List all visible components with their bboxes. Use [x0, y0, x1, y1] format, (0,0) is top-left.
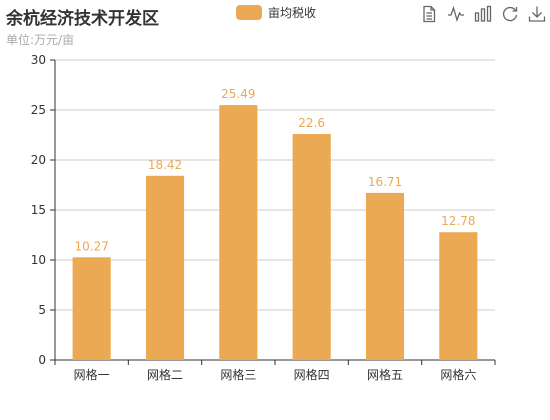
bar[interactable]: [365, 192, 405, 360]
legend-label: 亩均税收: [268, 5, 317, 20]
bar-value-label: 12.78: [441, 214, 475, 228]
bar[interactable]: [145, 175, 185, 360]
download-icon[interactable]: [528, 5, 546, 23]
y-tick-label: 5: [38, 303, 46, 317]
y-tick-label: 30: [31, 53, 46, 67]
x-tick-label: 网格四: [294, 367, 330, 382]
x-tick-label: 网格一: [74, 367, 110, 382]
y-tick-label: 0: [38, 353, 46, 367]
data-view-icon[interactable]: [420, 5, 438, 23]
bar-value-label: 18.42: [148, 158, 182, 172]
bar[interactable]: [72, 257, 111, 360]
bar-value-label: 22.6: [298, 116, 325, 130]
legend-item[interactable]: 亩均税收: [236, 3, 316, 21]
toolbox: [420, 5, 546, 23]
bar-chart-icon[interactable]: [474, 5, 492, 23]
x-tick-label: 网格二: [147, 367, 183, 382]
line-chart-icon[interactable]: [447, 5, 465, 23]
restore-icon[interactable]: [501, 5, 519, 23]
chart-subtitle: 单位:万元/亩: [6, 33, 75, 47]
y-tick-label: 15: [31, 203, 46, 217]
legend-swatch: [236, 4, 262, 20]
chart-title: 余杭经济技术开发区: [6, 9, 159, 29]
bar-value-label: 10.27: [74, 239, 108, 253]
x-tick-label: 网格三: [220, 367, 256, 382]
y-tick-label: 10: [31, 253, 46, 267]
bar[interactable]: [439, 232, 478, 360]
bar[interactable]: [292, 134, 331, 360]
x-tick-label: 网格六: [440, 367, 476, 382]
x-tick-label: 网格五: [367, 367, 403, 382]
bar-value-label: 25.49: [221, 87, 255, 101]
bar[interactable]: [219, 105, 258, 360]
y-tick-label: 25: [31, 103, 46, 117]
bar-value-label: 16.71: [368, 175, 402, 189]
y-tick-label: 20: [31, 153, 46, 167]
